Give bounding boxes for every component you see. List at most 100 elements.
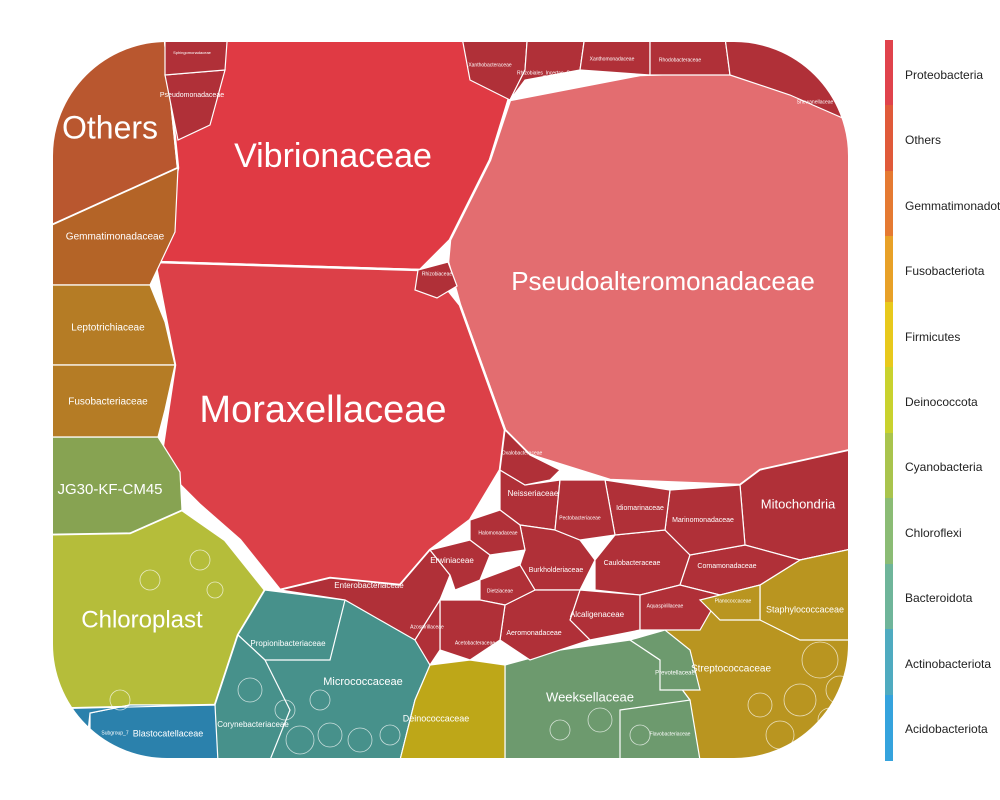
cell-label-moraxellaceae: Moraxellaceae <box>199 389 446 431</box>
cell-label-mitochondria: Mitochondria <box>761 496 836 511</box>
legend-swatch <box>885 367 893 434</box>
legend-swatch <box>885 236 893 303</box>
cell-label-planococcaceae: Planococcaceae <box>715 598 752 604</box>
cell-corynebacteriaceae <box>214 633 291 759</box>
subcell-outline <box>783 683 817 717</box>
legend-swatch <box>885 432 893 500</box>
cell-sphingomonadaceae <box>164 41 231 76</box>
legend-swatch <box>885 498 893 565</box>
cell-label-erwiniaceae: Erwiniaceae <box>430 556 474 565</box>
legend-label: Deinococcota <box>905 395 978 409</box>
legend-label: Chloroflexi <box>905 525 962 540</box>
legend-label: Acidobacteriota <box>905 722 988 737</box>
cell-label-fusobacteriaceae: Fusobacteriaceae <box>68 397 148 408</box>
cell-label-alcaligenaceae: Alcaligenaceae <box>570 610 625 619</box>
cell-dietziaceae <box>479 564 536 606</box>
cell-label-burkholderiaceae: Burkholderiaceae <box>529 567 584 574</box>
cell-label-prevotellaceae: Prevotellaceae <box>655 671 695 677</box>
cell-label-propionibacteriaceae: Propionibacteriaceae <box>250 639 326 648</box>
legend-label: Firmicutes <box>905 329 961 344</box>
cell-label-leptotrichiaceae: Leptotrichiaceae <box>71 323 145 334</box>
cell-label-aquaspirillaceae: Aquaspirillaceae <box>647 603 684 609</box>
cell-label-marinomonadaceae: Marinomonadaceae <box>672 517 734 524</box>
subcell-outline <box>317 722 343 748</box>
subcell-outline <box>629 724 651 746</box>
cell-gemmatimonadaceae <box>52 167 179 286</box>
legend-swatch <box>885 563 893 631</box>
legend-swatch <box>885 170 893 238</box>
cell-label-streptococcaceae: Streptococcaceae <box>691 664 771 675</box>
cell-aeromonadaceae <box>499 589 592 661</box>
cell-label-pseudoalteromonadaceae: Pseudoalteromonadaceae <box>511 266 815 296</box>
cell-planococcaceae <box>698 584 761 621</box>
cell-label-chloroplast: Chloroplast <box>81 606 203 633</box>
cell-oxalobacteraceae <box>499 428 562 486</box>
cell-rhodobacteraceae <box>649 41 731 76</box>
subcell-outline <box>549 719 571 741</box>
legend-label: Others <box>905 133 942 148</box>
legend-swatch <box>885 629 893 696</box>
legend: Proteobacteria Others Gemmatimonadota Fusob… <box>880 40 1000 761</box>
cell-label-jg30-kf-cm45: JG30-KF-CM45 <box>57 481 162 498</box>
cell-blastocatellaceae <box>89 704 221 759</box>
cell-label-shewanellaceae: Shewanellaceae <box>797 99 834 105</box>
cell-label-flavobacteriaceae: Flavobacteriaceae <box>650 731 691 737</box>
cell-halomonadaceae <box>469 509 526 556</box>
treemap-border <box>51 40 850 760</box>
cell-prevotellaceae <box>628 629 701 691</box>
legend-label: Bacteroidota <box>905 591 973 606</box>
cell-label-enterobacteriaceae: Enterobacteriaceae <box>334 581 404 590</box>
cell-label-dietziaceae: Dietziaceae <box>487 588 513 594</box>
legend-swatch <box>885 105 893 172</box>
cell-pectobacteriaceae <box>554 479 616 541</box>
cell-acetobacteraceae <box>439 599 506 661</box>
subcell-outline <box>309 689 331 711</box>
cell-label-rhizobiales-incertae-sedis: Rhizobiales_Incertae_Sedis <box>517 70 579 76</box>
cell-label-blastocatellaceae: Blastocatellaceae <box>133 728 204 738</box>
cell-label-sphingomonadaceae: Sphingomonadaceae <box>173 50 212 55</box>
subcell-outline <box>347 727 373 753</box>
cell-label-xanthomonadaceae: Xanthomonadaceae <box>590 56 635 62</box>
cell-label-staphylococcaceae: Staphylococcaceae <box>766 604 844 614</box>
legend-label: Actinobacteriota <box>905 656 992 671</box>
cell-label-neisseriaceae: Neisseriaceae <box>508 489 559 498</box>
legend-label: Proteobacteria <box>905 67 984 82</box>
cell-rhizobiales-incertae-sedis <box>509 41 591 101</box>
cell-label-comamonadaceae: Comamonadaceae <box>697 563 756 570</box>
subcell-outline <box>274 699 296 721</box>
cell-label-pseudomonadaceae: Pseudomonadaceae <box>160 92 224 99</box>
cell-label-gemmatimonadaceae: Gemmatimonadaceae <box>66 232 165 243</box>
legend-swatch <box>885 301 893 369</box>
cell-label-deinococcaceae: Deinococcaceae <box>403 713 470 723</box>
legend-label: Fusobacteriota <box>905 264 985 279</box>
legend-label: Gemmatimonadota <box>905 198 1000 213</box>
cell-label-corynebacteriaceae: Corynebacteriaceae <box>217 720 289 729</box>
cell-label-rhodobacteraceae: Rhodobacteraceae <box>659 57 701 63</box>
cell-fusobacteriaceae <box>52 364 176 438</box>
voronoi-treemap: Others Vibrionaceae Pseudoalteromonadaceae… <box>51 40 850 760</box>
subcell-outline <box>206 581 224 599</box>
subcell-outline <box>189 549 211 571</box>
cell-flavobacteriaceae <box>619 699 701 759</box>
cell-label-acetobacteraceae: Acetobacteraceae <box>455 640 496 646</box>
subcell-outline <box>379 724 401 746</box>
cell-label-xanthobacteraceae: Xanthobacteraceae <box>468 62 512 68</box>
cell-label-oxalobacteraceae: Oxalobacteraceae <box>502 450 543 456</box>
cell-label-idiomarinaceae: Idiomarinaceae <box>616 505 664 512</box>
subcell-outline <box>109 689 131 711</box>
cell-label-azospirillaceae: Azospirillaceae <box>410 624 444 630</box>
cell-label-pectobacteriaceae: Pectobacteriaceae <box>559 515 601 521</box>
subcell-outline <box>801 641 839 679</box>
cell-label-others: Others <box>62 109 158 145</box>
cell-rhizobiaceae <box>414 261 458 299</box>
subcell-outline <box>237 677 263 703</box>
legend-label: Cyanobacteria <box>905 460 983 475</box>
legend-swatch <box>885 40 893 107</box>
subcell-outline <box>799 734 821 756</box>
cell-label-subgroup-7: Subgroup_7 <box>101 730 128 736</box>
legend-swatch <box>885 694 893 761</box>
cell-label-aeromonadaceae: Aeromonadaceae <box>506 630 561 637</box>
cell-label-halomonadaceae: Halomonadaceae <box>478 530 517 536</box>
cell-label-vibrionaceae: Vibrionaceae <box>234 137 432 175</box>
cell-label-caulobacteraceae: Caulobacteraceae <box>604 560 661 567</box>
